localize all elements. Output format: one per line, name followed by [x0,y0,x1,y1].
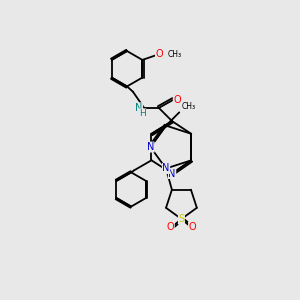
Text: O: O [189,222,196,232]
Text: CH₃: CH₃ [182,102,196,111]
Text: N: N [162,164,170,173]
Text: O: O [155,49,163,59]
Text: CH₃: CH₃ [168,50,182,58]
Text: N: N [168,169,176,178]
Text: H: H [139,109,146,118]
Text: N: N [147,142,154,152]
Text: O: O [173,94,181,105]
Text: N: N [135,103,142,113]
Text: O: O [167,222,174,232]
Text: S: S [178,214,184,224]
